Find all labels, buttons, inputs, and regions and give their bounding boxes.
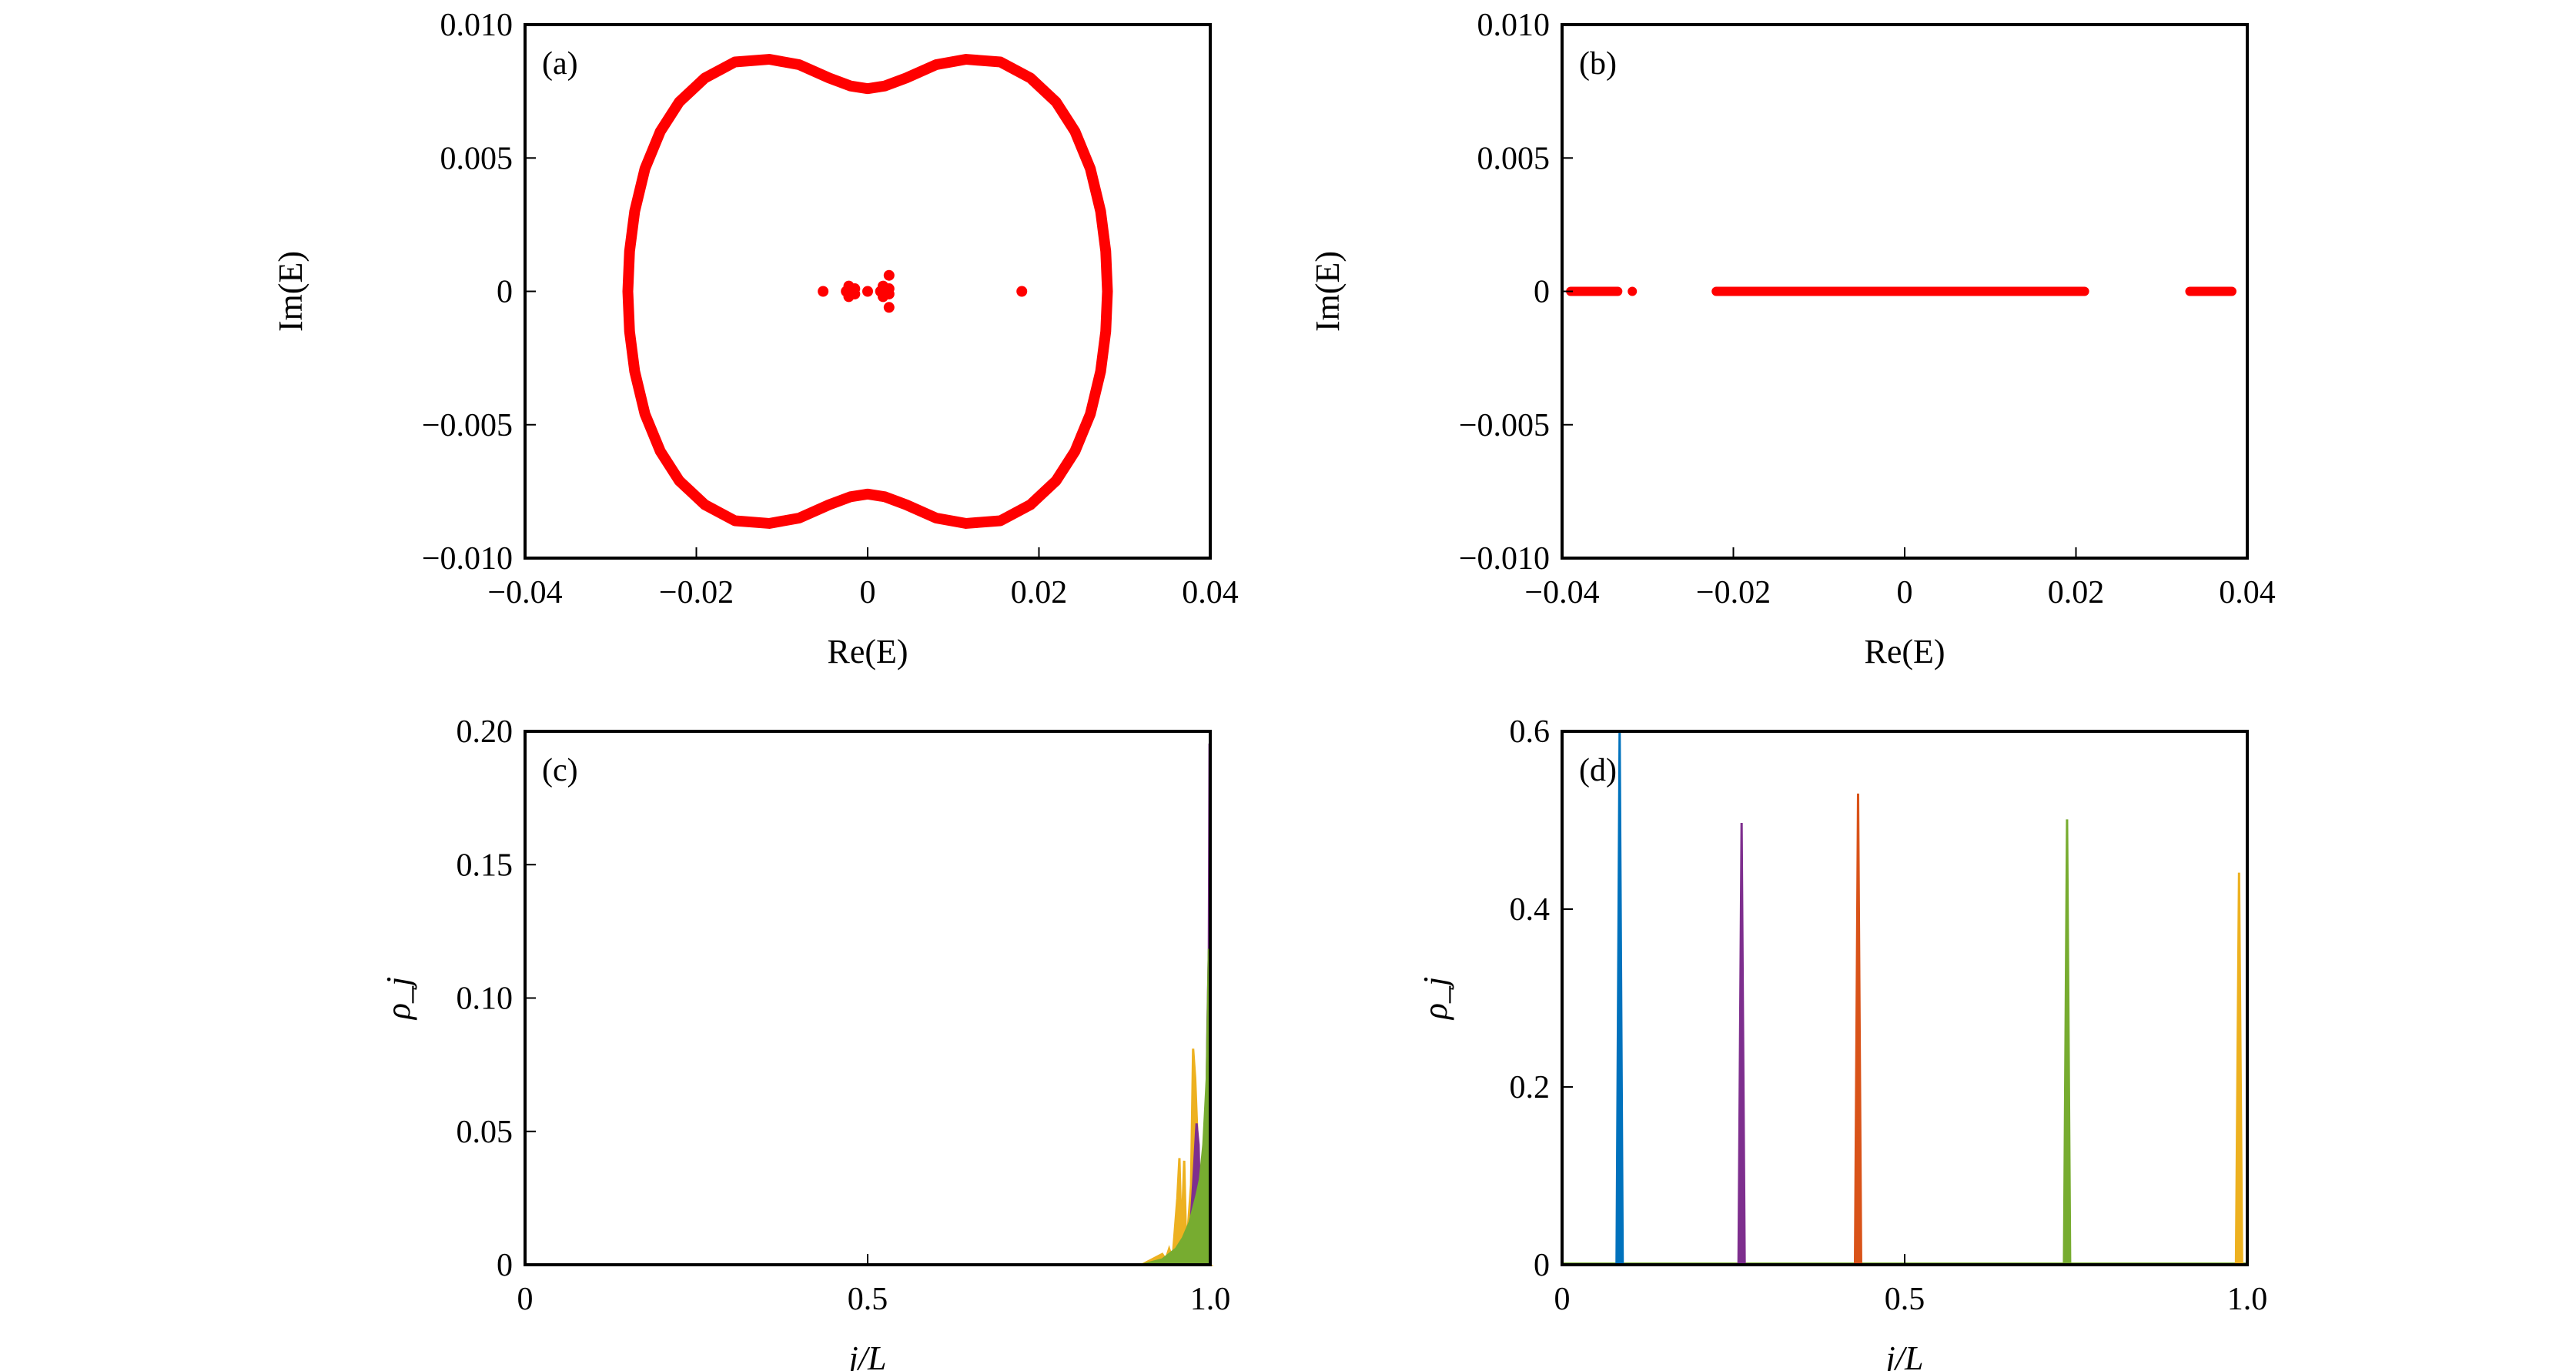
- panel-label: (a): [542, 46, 578, 82]
- eigenvalue-point: [883, 269, 895, 281]
- eigenvalue-point: [883, 302, 895, 313]
- y-tick-label: 0: [497, 275, 513, 310]
- x-axis-label: j/L: [845, 1339, 887, 1371]
- axes-frame: [1561, 730, 2249, 1266]
- y-tick-label: 0: [497, 1248, 513, 1283]
- x-tick-label: 0: [1897, 575, 1913, 610]
- y-tick-label: 0.005: [440, 141, 514, 176]
- x-tick-label: 0.04: [2219, 575, 2276, 610]
- x-axis-label: j/L: [1882, 1339, 1924, 1371]
- x-axis-label: Re(E): [1864, 633, 1945, 670]
- x-tick-label: 0.02: [2048, 575, 2105, 610]
- density-series-green: [525, 948, 1212, 1266]
- y-tick-label: 0: [1534, 1248, 1550, 1283]
- x-tick-label: −0.04: [1524, 575, 1599, 610]
- x-tick-label: 0.5: [1885, 1282, 1925, 1317]
- y-tick-label: 0.005: [1477, 141, 1551, 176]
- density-peak-blue: [1615, 731, 1624, 1266]
- x-axis-label: Re(E): [827, 633, 908, 670]
- x-tick-label: −0.02: [1696, 575, 1771, 610]
- density-peak-orange: [1853, 793, 1862, 1266]
- x-tick-label: 0: [517, 1282, 534, 1317]
- x-tick-label: 1.0: [1190, 1282, 1231, 1317]
- y-tick-label: 0: [1534, 275, 1550, 310]
- eigenvalue-point: [1628, 286, 1638, 296]
- panel-c: 0 0.5 1.0 0 0.05 0.10 0.15 0.20 (c) j/L ρ_j: [380, 714, 1230, 1371]
- x-tick-label: −0.02: [659, 575, 734, 610]
- x-tick-label: 0: [860, 575, 876, 610]
- x-tick-label: 0.04: [1182, 575, 1239, 610]
- x-tick-label: 0.02: [1011, 575, 1068, 610]
- y-tick-label: 0.20: [457, 714, 514, 750]
- panel-label: (c): [542, 753, 578, 788]
- density-peak-green: [2062, 819, 2072, 1266]
- y-tick-label: −0.005: [422, 408, 513, 443]
- axes-frame: [524, 730, 1212, 1266]
- y-tick-label: −0.010: [422, 541, 513, 577]
- panel-b: −0.04 −0.02 0 0.02 0.04 −0.010 −0.005 0 0.005 0.0…: [1309, 8, 2276, 670]
- panel-a: −0.04 −0.02 0 0.02 0.04 −0.010 −0.005 0 0.005 0.0…: [272, 8, 1239, 670]
- eigenvalue-point: [862, 286, 873, 297]
- x-tick-label: −0.04: [487, 575, 562, 610]
- density-peak-yellow: [2234, 872, 2243, 1266]
- y-tick-label: 0.05: [457, 1115, 514, 1150]
- panel-label: (b): [1579, 46, 1617, 82]
- y-tick-label: 0.4: [1510, 892, 1551, 928]
- y-tick-label: 0.2: [1510, 1070, 1551, 1105]
- y-tick-label: 0.10: [457, 981, 514, 1017]
- y-axis-label: ρ_j: [1417, 977, 1454, 1021]
- y-tick-label: −0.010: [1459, 541, 1550, 577]
- eigenvalue-loop: [622, 54, 1113, 529]
- panel-d: 0 0.5 1.0 0 0.2 0.4 0.6 (d) j/L ρ_j: [1417, 714, 2267, 1371]
- y-tick-label: 0.010: [1477, 8, 1551, 43]
- y-axis-label: ρ_j: [380, 977, 417, 1021]
- y-tick-label: 0.6: [1510, 714, 1551, 750]
- y-tick-label: −0.005: [1459, 408, 1550, 443]
- eigenvalue-point: [818, 286, 829, 297]
- eigenvalue-point: [883, 288, 895, 299]
- panel-label: (d): [1579, 753, 1617, 788]
- x-tick-label: 0.5: [848, 1282, 888, 1317]
- y-axis-label: Im(E): [272, 251, 309, 332]
- x-tick-label: 0: [1554, 1282, 1571, 1317]
- y-tick-label: 0.15: [457, 848, 514, 883]
- eigenvalue-point: [1016, 286, 1028, 297]
- eigenvalue-point: [849, 288, 861, 299]
- y-axis-label: Im(E): [1309, 251, 1347, 332]
- density-peak-purple: [1737, 822, 1746, 1266]
- y-tick-label: 0.010: [440, 8, 514, 43]
- x-tick-label: 1.0: [2227, 1282, 2268, 1317]
